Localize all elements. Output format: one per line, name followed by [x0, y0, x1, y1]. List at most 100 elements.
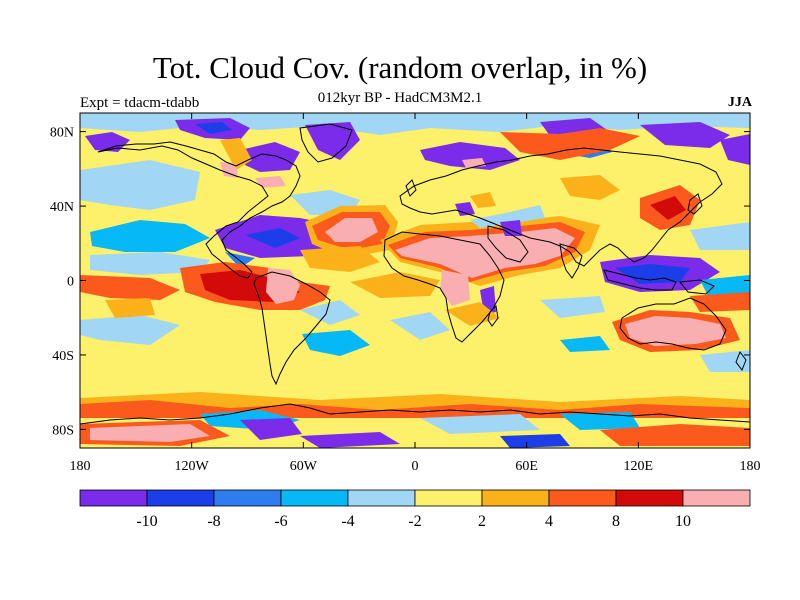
colorbar-label: -6 [274, 513, 287, 530]
lat-tick-label: 40N [50, 200, 74, 215]
colorbar-swatch [213, 489, 282, 507]
anomaly-region [560, 175, 620, 200]
anomaly-region [220, 162, 238, 178]
map-title: Tot. Cloud Cov. (random overlap, in %) [152, 50, 648, 85]
colorbar-swatch [481, 489, 550, 507]
season-label: JJA [727, 95, 752, 110]
anomaly-region [350, 272, 440, 298]
anomaly-region [80, 315, 180, 345]
colorbar-label: 8 [612, 513, 620, 530]
latitude-axis: 80N 40N 0 40S 80S [50, 126, 750, 438]
map-subtitle: 012kyr BP - HadCM3M2.1 [317, 90, 483, 106]
lon-tick-label: 120W [175, 459, 210, 474]
anomaly-region [240, 142, 300, 172]
colorbar-swatch [548, 489, 617, 507]
lon-tick-label: 0 [412, 459, 419, 474]
anomaly-region [600, 424, 750, 446]
anomaly-region [300, 432, 400, 448]
anomaly-region [390, 312, 450, 340]
colorbar: -10 -8 -6 -4 -2 2 4 8 10 [79, 489, 751, 530]
colorbar-swatch [146, 489, 215, 507]
colorbar-label: -2 [408, 513, 421, 530]
anomaly-region [640, 122, 730, 148]
coastline-madagascar [487, 304, 499, 327]
anomaly-region [90, 252, 210, 275]
coastline-australia [619, 297, 727, 351]
coastline-greenland [299, 123, 353, 163]
colorbar-swatch [280, 489, 349, 507]
lon-tick-label: 60E [515, 459, 538, 474]
colorbar-label: 2 [478, 513, 486, 530]
lat-tick-label: 80S [52, 423, 74, 438]
coastline-south-america [253, 271, 331, 386]
anomaly-region [720, 134, 750, 165]
anomaly-region [420, 414, 540, 434]
coastline-japan [687, 193, 703, 215]
anomaly-region [690, 292, 750, 312]
lat-tick-label: 0 [67, 275, 74, 290]
colorbar-label: 10 [675, 513, 691, 530]
anomaly-region [395, 228, 575, 278]
anomaly-region [255, 176, 286, 188]
colorbar-label: -8 [207, 513, 220, 530]
anomaly-region [470, 205, 545, 228]
anomaly-region [440, 270, 470, 306]
coastline-india [559, 243, 583, 279]
anomaly-region [325, 218, 378, 242]
coastline-arabia [487, 225, 529, 263]
coastline-africa [383, 231, 505, 343]
anomaly-region [240, 418, 302, 440]
anomaly-region [650, 196, 686, 220]
longitude-axis: 180 120W 60W 0 60E 120E 180 [70, 113, 761, 474]
anomaly-region [300, 246, 380, 272]
colorbar-swatch [414, 489, 483, 507]
anomaly-region [85, 132, 130, 152]
anomaly-region [445, 302, 500, 326]
anomaly-region [690, 222, 750, 250]
lon-tick-label: 180 [740, 459, 761, 474]
anomaly-region [305, 122, 360, 160]
anomaly-region [302, 330, 370, 356]
anomaly-region [195, 122, 232, 134]
anomaly-region [560, 412, 640, 430]
experiment-label: Expt = tdacm-tdabb [80, 95, 200, 111]
anomaly-region [700, 350, 750, 372]
coastline-antarctica [80, 403, 750, 425]
anomaly-region [500, 434, 570, 448]
lat-tick-label: 40S [52, 349, 74, 364]
coastlines [80, 123, 750, 425]
colorbar-swatch [682, 489, 751, 507]
anomaly-region [455, 202, 475, 216]
anomaly-region [615, 264, 690, 284]
anomaly-region [80, 113, 750, 135]
anomaly-region [420, 142, 520, 170]
colorbar-label: -10 [136, 513, 157, 530]
anomaly-region [90, 220, 210, 252]
anomaly-region [90, 424, 210, 442]
anomaly-region [105, 298, 155, 318]
anomaly-region [560, 336, 610, 352]
anomaly-region [80, 275, 180, 300]
coastline-new-zealand [735, 350, 747, 372]
anomaly-region [225, 252, 255, 268]
colorbar-label: 4 [545, 513, 553, 530]
colorbar-swatch [79, 489, 148, 507]
coastline-indonesia [603, 269, 677, 291]
anomaly-region [80, 160, 200, 210]
lon-tick-label: 120E [624, 459, 654, 474]
anomaly-region [625, 316, 726, 346]
colorbar-label: -4 [341, 513, 354, 530]
anomaly-region [500, 128, 640, 160]
cloud-cover-field [80, 113, 750, 448]
coastline-north-america [97, 141, 301, 279]
anomaly-region [470, 192, 496, 208]
anomaly-region [500, 220, 522, 236]
anomaly-region [540, 296, 605, 318]
lat-tick-label: 80N [50, 126, 74, 141]
colorbar-swatch [347, 489, 416, 507]
anomaly-region [245, 228, 300, 248]
anomaly-region [300, 300, 360, 325]
coastline-uk [405, 179, 417, 197]
lon-tick-label: 60W [290, 459, 318, 474]
